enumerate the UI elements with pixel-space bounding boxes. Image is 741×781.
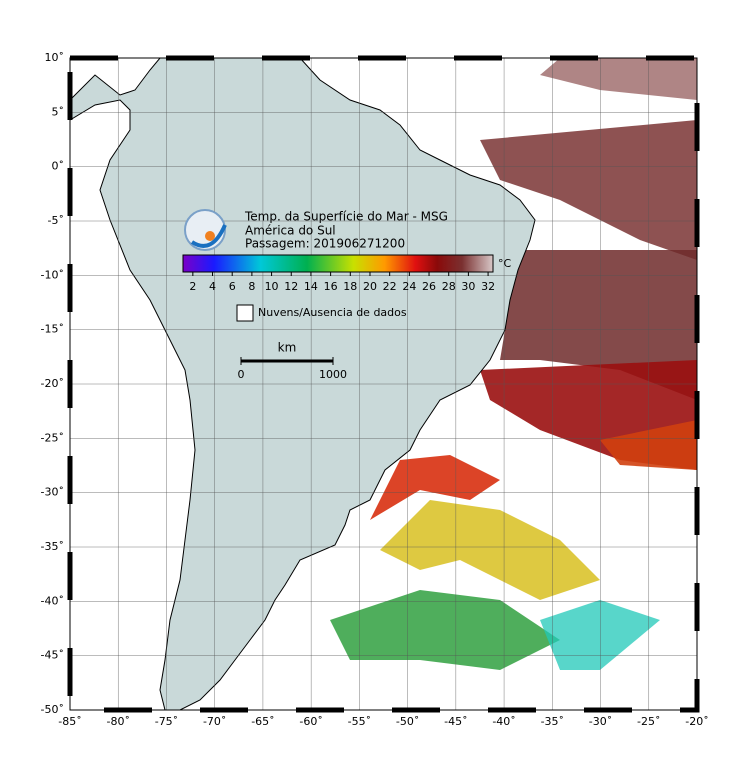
colorbar-tick-label: 8 <box>248 280 255 293</box>
sst-patch <box>540 58 697 100</box>
scale-unit: km <box>278 341 297 355</box>
title-line: Temp. da Superfície do Mar - MSG <box>244 210 448 224</box>
lat-tick-label: -45˚ <box>41 649 64 662</box>
lat-tick-label: 10˚ <box>45 51 65 64</box>
lat-tick-label: -20˚ <box>41 377 64 390</box>
lat-tick-label: 0˚ <box>52 160 65 173</box>
lon-tick-label: -85˚ <box>58 715 81 728</box>
title-line: América do Sul <box>245 224 336 238</box>
colorbar-tick-label: 24 <box>402 280 416 293</box>
colorbar-tick-label: 28 <box>442 280 456 293</box>
lat-tick-label: -10˚ <box>41 268 64 281</box>
colorbar-tick-label: 12 <box>284 280 298 293</box>
lat-tick-label: -5˚ <box>48 214 64 227</box>
lat-tick-label: -15˚ <box>41 323 64 336</box>
sst-patch <box>370 455 500 520</box>
lon-tick-label: -60˚ <box>299 715 322 728</box>
lon-tick-label: -70˚ <box>203 715 226 728</box>
lon-tick-label: -45˚ <box>444 715 467 728</box>
colorbar-tick-label: 4 <box>209 280 216 293</box>
colorbar-tick-label: 2 <box>189 280 196 293</box>
lon-tick-label: -75˚ <box>155 715 178 728</box>
colorbar-tick-label: 32 <box>481 280 495 293</box>
lat-tick-label: -35˚ <box>41 540 64 553</box>
lat-tick-label: 5˚ <box>52 105 65 118</box>
colorbar-tick-label: 18 <box>343 280 357 293</box>
lon-tick-label: -30˚ <box>589 715 612 728</box>
sst-field <box>330 58 697 670</box>
frame-line <box>69 57 698 711</box>
lon-tick-label: -80˚ <box>106 715 129 728</box>
sst-patch <box>600 420 697 470</box>
legend-label: Nuvens/Ausencia de dados <box>258 306 407 319</box>
lon-tick-label: -65˚ <box>251 715 274 728</box>
lon-tick-label: -25˚ <box>637 715 660 728</box>
lon-tick-label: -20˚ <box>685 715 708 728</box>
colorbar-tick-label: 20 <box>363 280 377 293</box>
lon-tick-label: -40˚ <box>492 715 515 728</box>
lat-tick-label: -25˚ <box>41 431 64 444</box>
title-line: Passagem: 201906271200 <box>245 237 405 251</box>
colorbar-tick-label: 6 <box>229 280 236 293</box>
colorbar-tick-label: 16 <box>324 280 338 293</box>
colorbar-tick-label: 26 <box>422 280 436 293</box>
lon-tick-label: -50˚ <box>396 715 419 728</box>
colorbar-unit: °C <box>498 257 512 270</box>
colorbar-tick-label: 30 <box>461 280 475 293</box>
sst-patch <box>380 500 600 600</box>
colorbar-tick-label: 10 <box>265 280 279 293</box>
legend-swatch <box>236 304 254 322</box>
sst-patch <box>330 590 560 670</box>
colorbar <box>182 254 494 273</box>
sst-patch <box>480 120 697 260</box>
colorbar-tick-label: 22 <box>383 280 397 293</box>
scale-tick-label: 0 <box>238 368 245 381</box>
colorbar-tick-label: 14 <box>304 280 318 293</box>
logo <box>184 209 227 251</box>
lat-tick-label: -30˚ <box>41 486 64 499</box>
sst-patch <box>540 600 660 670</box>
scale-tick-label: 1000 <box>319 368 347 381</box>
lat-tick-label: -50˚ <box>41 703 64 716</box>
lon-tick-label: -35˚ <box>541 715 564 728</box>
lat-tick-label: -40˚ <box>41 594 64 607</box>
lon-tick-label: -55˚ <box>348 715 371 728</box>
